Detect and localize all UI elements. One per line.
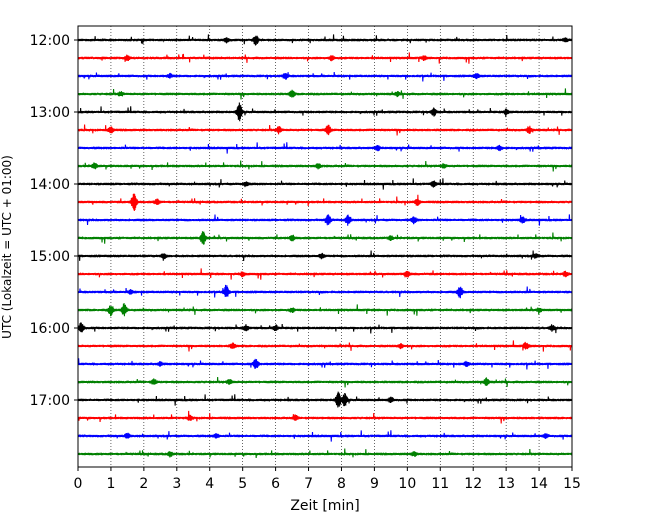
x-tick-label: 6 [271, 476, 280, 492]
seismic-trace [77, 231, 573, 245]
x-tick-label: 0 [74, 476, 83, 492]
seismic-trace [77, 430, 573, 442]
seismic-trace [77, 34, 573, 46]
seismic-trace [77, 448, 573, 459]
x-tick-label: 15 [563, 476, 581, 492]
x-tick-label: 9 [370, 476, 379, 492]
x-axis-label: Zeit [min] [290, 498, 359, 514]
seismic-trace [77, 88, 573, 100]
seismic-trace [77, 340, 573, 352]
seismic-trace [77, 322, 573, 334]
y-axis-ticks: 12:00 13:00 14:00 15:00 16:00 17:00 [30, 33, 78, 409]
seismic-trace [77, 142, 573, 154]
x-tick-label: 8 [337, 476, 346, 492]
seismic-trace [77, 410, 573, 424]
seismic-trace [77, 284, 573, 299]
x-tick-label: 12 [464, 476, 482, 492]
plot-frame [77, 25, 573, 468]
x-tick-label: 5 [238, 476, 247, 492]
y-tick-label: 14:00 [30, 177, 70, 193]
y-tick-label: 12:00 [30, 33, 70, 49]
seismic-trace [77, 71, 573, 82]
y-tick-label: 17:00 [30, 393, 70, 409]
trace-layer [77, 34, 573, 459]
seismic-trace [77, 102, 573, 122]
seismic-trace [77, 377, 573, 388]
y-tick-label: 15:00 [30, 249, 70, 265]
seismic-trace [77, 124, 573, 136]
seismic-trace [77, 52, 573, 64]
y-tick-label: 16:00 [30, 321, 70, 337]
x-tick-label: 7 [304, 476, 313, 492]
seismic-trace [77, 268, 573, 280]
x-tick-label: 2 [139, 476, 148, 492]
x-tick-label: 14 [530, 476, 548, 492]
y-tick-label: 13:00 [30, 105, 70, 121]
x-tick-label: 10 [398, 476, 416, 492]
x-tick-label: 4 [205, 476, 214, 492]
seismic-trace [77, 303, 573, 317]
seismic-trace [77, 214, 573, 226]
x-axis-ticks: 0 1 2 3 4 5 6 7 8 9 10 11 12 13 14 15 [74, 467, 581, 492]
seismic-trace [77, 178, 573, 190]
seismic-trace [77, 358, 573, 370]
seismic-trace [77, 391, 573, 408]
seismic-trace [77, 250, 573, 261]
x-tick-label: 1 [106, 476, 115, 492]
seismic-trace [77, 193, 573, 211]
x-tick-label: 13 [497, 476, 515, 492]
y-axis-label: UTC (Lokalzeit = UTC + 01:00) [0, 155, 14, 339]
x-tick-label: 11 [431, 476, 449, 492]
seismic-trace [77, 160, 573, 172]
x-tick-label: 3 [172, 476, 181, 492]
